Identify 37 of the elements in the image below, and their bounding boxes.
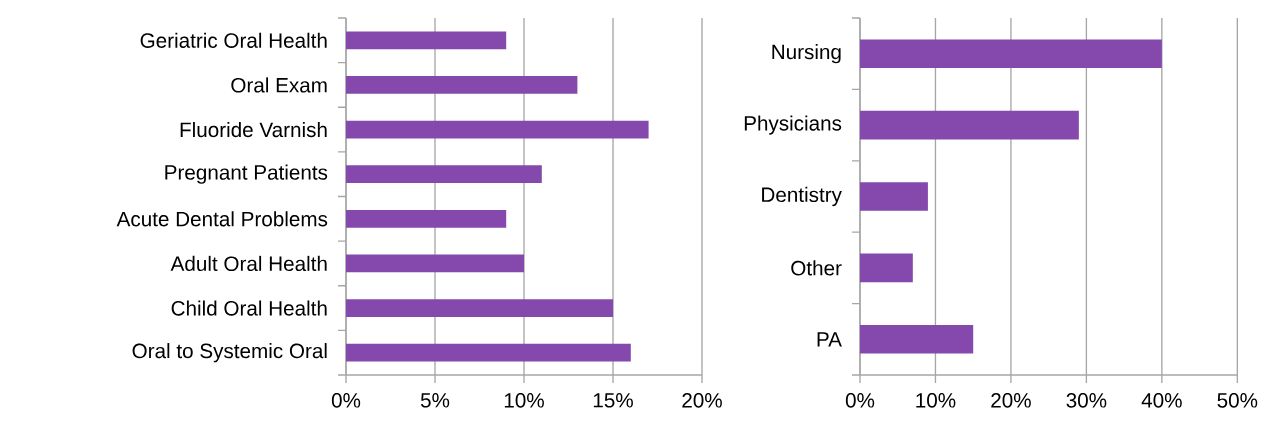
- y-tick-label: Fluoride Varnish: [180, 121, 327, 138]
- y-tick-label: Oral to Systemic Oral: [132, 343, 327, 363]
- bar: [860, 253, 913, 283]
- bar: [860, 182, 928, 211]
- x-tick-label: 5%: [420, 393, 450, 408]
- x-tick-label: 50%: [1217, 393, 1258, 408]
- x-tick-label: 15%: [593, 393, 633, 408]
- bar: [346, 299, 613, 317]
- x-tick-label: 20%: [682, 393, 722, 408]
- y-tick-label: Geriatric Oral Health: [140, 32, 327, 48]
- x-tick-label: 20%: [991, 393, 1031, 408]
- y-tick-label: Acute Dental Problems: [116, 211, 328, 227]
- bar: [346, 31, 507, 50]
- bar: [346, 165, 542, 184]
- bar: [346, 209, 507, 228]
- y-tick-label: Child Oral Health: [171, 300, 327, 316]
- x-tick-label: 10%: [916, 393, 956, 408]
- x-tick-label: 30%: [1066, 393, 1107, 408]
- bar: [346, 120, 649, 139]
- y-tick-label: Dentistry: [762, 186, 842, 207]
- y-tick-label: Adult Oral Health: [170, 255, 327, 272]
- y-tick-label: Pregnant Patients: [165, 164, 328, 184]
- bar: [860, 325, 974, 354]
- y-tick-label: Oral Exam: [231, 77, 327, 93]
- y-tick-label: PA: [817, 332, 842, 347]
- bar: [346, 254, 525, 273]
- x-tick-label: 0%: [845, 393, 875, 408]
- y-tick-label: Nursing: [772, 44, 841, 64]
- bar: [860, 39, 1162, 68]
- x-tick-label: 40%: [1141, 393, 1182, 408]
- y-tick-label: Physicians: [744, 115, 842, 135]
- bar: [346, 76, 578, 94]
- bar: [860, 110, 1079, 140]
- bar: [346, 343, 631, 362]
- y-tick-label: Other: [791, 260, 842, 276]
- x-tick-label: 10%: [504, 393, 544, 408]
- x-tick-label: 0%: [331, 393, 361, 408]
